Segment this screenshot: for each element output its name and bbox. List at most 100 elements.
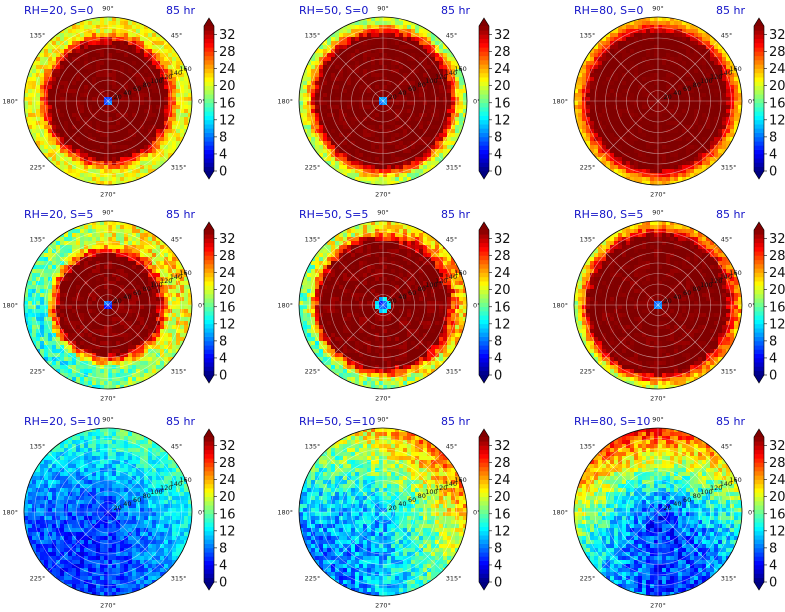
heatmap-cell xyxy=(650,149,655,154)
heatmap-cell xyxy=(160,101,165,106)
heatmap-cell xyxy=(698,33,703,38)
heatmap-cell xyxy=(443,145,448,150)
heatmap-cell xyxy=(36,113,41,118)
heatmap-cell xyxy=(335,29,340,34)
heatmap-cell xyxy=(586,125,591,130)
heatmap-cell xyxy=(112,157,117,162)
heatmap-cell xyxy=(718,81,723,86)
heatmap-cell xyxy=(379,29,384,34)
heatmap-cell xyxy=(152,41,157,46)
heatmap-cell xyxy=(415,85,420,90)
heatmap-cell xyxy=(339,41,344,46)
heatmap-cell xyxy=(327,53,332,58)
heatmap-cell xyxy=(618,125,623,130)
angular-tick-label: 270° xyxy=(100,191,116,199)
heatmap-cell xyxy=(674,89,679,94)
heatmap-cell xyxy=(80,105,85,110)
heatmap-cell xyxy=(80,165,85,170)
heatmap-cell xyxy=(124,53,129,58)
heatmap-cell xyxy=(387,21,392,26)
heatmap-cell xyxy=(184,77,189,82)
heatmap-cell xyxy=(395,169,400,174)
heatmap-cell xyxy=(650,125,655,130)
heatmap-cell xyxy=(52,285,57,290)
heatmap-cell xyxy=(614,109,619,114)
heatmap-cell xyxy=(634,101,639,106)
heatmap-cell xyxy=(383,133,388,138)
heatmap-cell xyxy=(714,117,719,122)
heatmap-cell xyxy=(634,177,639,182)
heatmap-cell xyxy=(96,153,101,158)
heatmap-cell xyxy=(431,109,436,114)
heatmap-cell xyxy=(327,121,332,126)
heatmap-cell xyxy=(391,177,396,182)
heatmap-cell xyxy=(610,69,615,74)
heatmap-cell xyxy=(303,121,308,126)
heatmap-cell xyxy=(144,57,149,62)
heatmap-cell xyxy=(40,345,45,350)
heatmap-cell xyxy=(387,65,392,70)
heatmap-cell xyxy=(666,137,671,142)
heatmap-cell xyxy=(415,93,420,98)
heatmap-cell xyxy=(367,41,372,46)
heatmap-cell xyxy=(423,105,428,110)
heatmap-cell xyxy=(431,141,436,146)
heatmap-cell xyxy=(56,121,61,126)
heatmap-cell xyxy=(622,161,627,166)
heatmap-cell xyxy=(128,101,133,106)
heatmap-cell xyxy=(56,65,61,70)
heatmap-cell xyxy=(156,113,161,118)
heatmap-cell xyxy=(40,285,45,290)
heatmap-cell xyxy=(160,85,165,90)
heatmap-cell xyxy=(311,121,316,126)
heatmap-cell xyxy=(455,81,460,86)
heatmap-cell xyxy=(108,145,113,150)
heatmap-cell xyxy=(427,153,432,158)
radial-tick-label: 80 xyxy=(693,81,701,89)
heatmap-cell xyxy=(706,41,711,46)
heatmap-cell xyxy=(100,173,105,178)
heatmap-cell xyxy=(323,153,328,158)
heatmap-cell xyxy=(411,105,416,110)
heatmap-cell xyxy=(678,49,683,54)
heatmap-cell xyxy=(427,105,432,110)
heatmap-cell xyxy=(351,17,356,22)
heatmap-cell xyxy=(128,141,133,146)
heatmap-cell xyxy=(630,149,635,154)
heatmap-cell xyxy=(686,21,691,26)
heatmap-cell xyxy=(84,53,89,58)
heatmap-cell xyxy=(180,69,185,74)
radial-tick-label: 80 xyxy=(418,81,426,89)
colorbar-segment xyxy=(479,26,489,31)
heatmap-cell xyxy=(690,89,695,94)
heatmap-cell xyxy=(658,81,663,86)
heatmap-cell xyxy=(383,137,388,142)
heatmap-cell xyxy=(606,145,611,150)
heatmap-cell xyxy=(32,97,37,102)
heatmap-cell xyxy=(52,77,57,82)
heatmap-cell xyxy=(710,61,715,66)
heatmap-cell xyxy=(24,273,29,278)
heatmap-cell xyxy=(64,69,69,74)
heatmap-cell xyxy=(36,337,41,342)
heatmap-cell xyxy=(367,141,372,146)
heatmap-cell xyxy=(407,45,412,50)
heatmap-cell xyxy=(307,85,312,90)
heatmap-cell xyxy=(168,77,173,82)
heatmap-cell xyxy=(666,81,671,86)
heatmap-cell xyxy=(614,113,619,118)
heatmap-cell xyxy=(375,129,380,134)
heatmap-cell xyxy=(132,33,137,38)
heatmap-cell xyxy=(40,133,45,138)
heatmap-cell xyxy=(634,93,639,98)
heatmap-cell xyxy=(112,169,117,174)
heatmap-cell xyxy=(92,57,97,62)
heatmap-cell xyxy=(36,277,41,282)
heatmap-cell xyxy=(180,129,185,134)
heatmap-cell xyxy=(602,137,607,142)
heatmap-cell xyxy=(164,53,169,58)
heatmap-cell xyxy=(112,165,117,170)
heatmap-cell xyxy=(443,129,448,134)
heatmap-cell xyxy=(72,161,77,166)
heatmap-cell xyxy=(606,125,611,130)
